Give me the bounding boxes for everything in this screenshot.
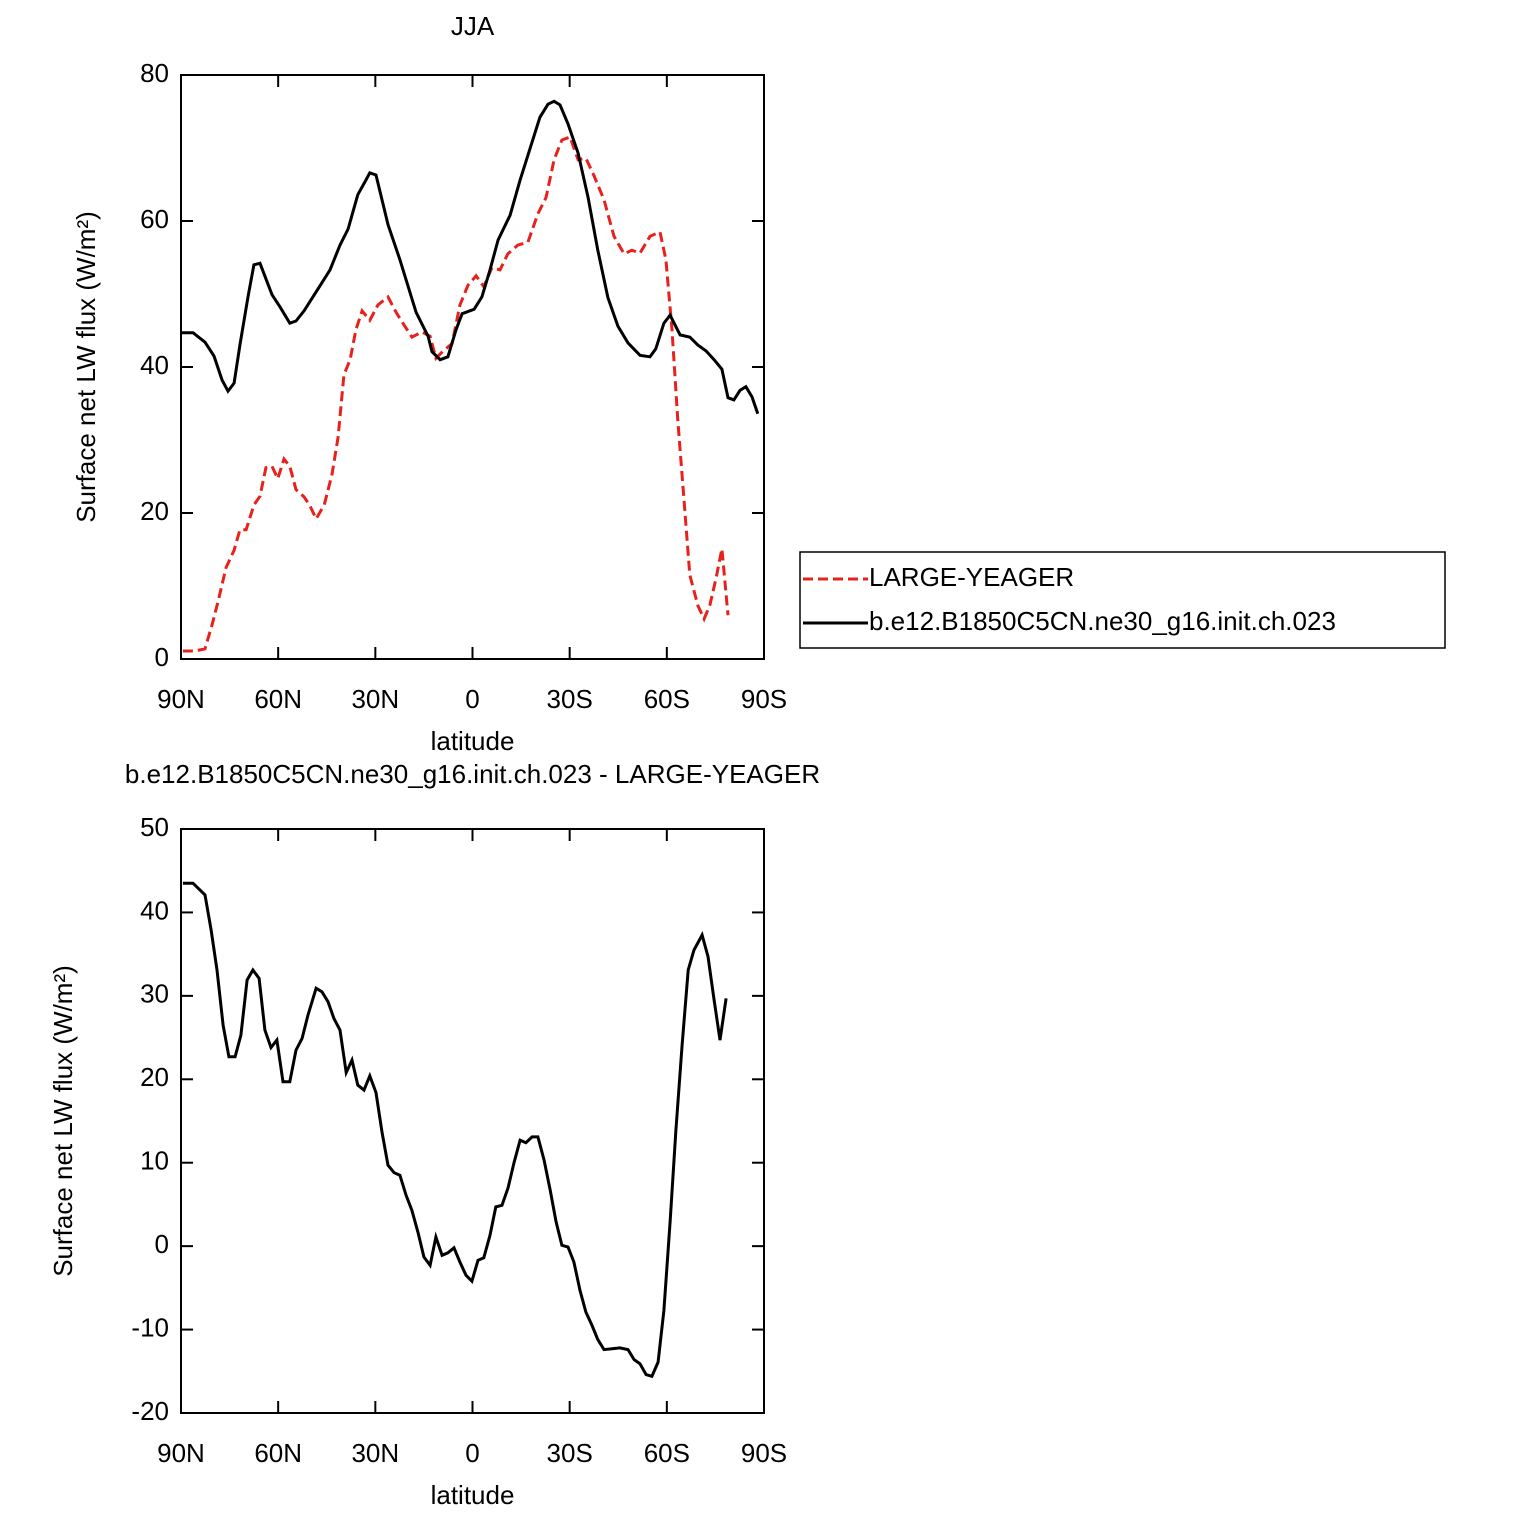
legend-box: [799, 551, 1446, 649]
y-tick-label: 0: [155, 1229, 169, 1259]
y-tick-label: 80: [140, 58, 169, 88]
y-tick-label: 30: [140, 979, 169, 1009]
plot-frame: [180, 74, 765, 660]
chart-title: JJA: [451, 11, 495, 41]
x-tick-label: 30S: [547, 684, 593, 714]
x-tick-label: 60S: [644, 1438, 690, 1468]
y-tick-label: 40: [140, 895, 169, 925]
y-tick-label: 20: [140, 1062, 169, 1092]
y-tick-label: 10: [140, 1146, 169, 1176]
x-tick-label: 30N: [351, 684, 399, 714]
y-tick-label: -10: [131, 1312, 169, 1342]
x-tick-label: 60S: [644, 684, 690, 714]
x-tick-label: 90N: [157, 684, 205, 714]
legend-label: LARGE-YEAGER: [869, 562, 1074, 592]
x-tick-label: 60N: [254, 1438, 302, 1468]
y-axis-label: Surface net LW flux (W/m²): [48, 965, 78, 1277]
y-axis-label: Surface net LW flux (W/m²): [71, 211, 101, 523]
x-tick-label: 90N: [157, 1438, 205, 1468]
data-line: [182, 135, 730, 653]
x-tick-label: 90S: [741, 1438, 787, 1468]
x-tick-label: 60N: [254, 684, 302, 714]
y-tick-label: 50: [140, 812, 169, 842]
y-tick-label: -20: [131, 1396, 169, 1426]
data-line: [181, 99, 760, 415]
x-tick-label: 90S: [741, 684, 787, 714]
chart-title: b.e12.B1850C5CN.ne30_g16.init.ch.023 - L…: [125, 759, 820, 789]
x-axis-label: latitude: [431, 1480, 515, 1510]
y-tick-label: 0: [155, 642, 169, 672]
x-tick-label: 0: [465, 1438, 479, 1468]
x-tick-label: 0: [465, 684, 479, 714]
x-tick-label: 30N: [351, 1438, 399, 1468]
x-tick-label: 30S: [547, 1438, 593, 1468]
legend-label: b.e12.B1850C5CN.ne30_g16.init.ch.023: [869, 606, 1336, 636]
y-tick-label: 40: [140, 350, 169, 380]
plot-frame: [180, 828, 765, 1414]
data-line: [182, 881, 728, 1379]
y-tick-label: 20: [140, 496, 169, 526]
x-axis-label: latitude: [431, 726, 515, 756]
y-tick-label: 60: [140, 204, 169, 234]
